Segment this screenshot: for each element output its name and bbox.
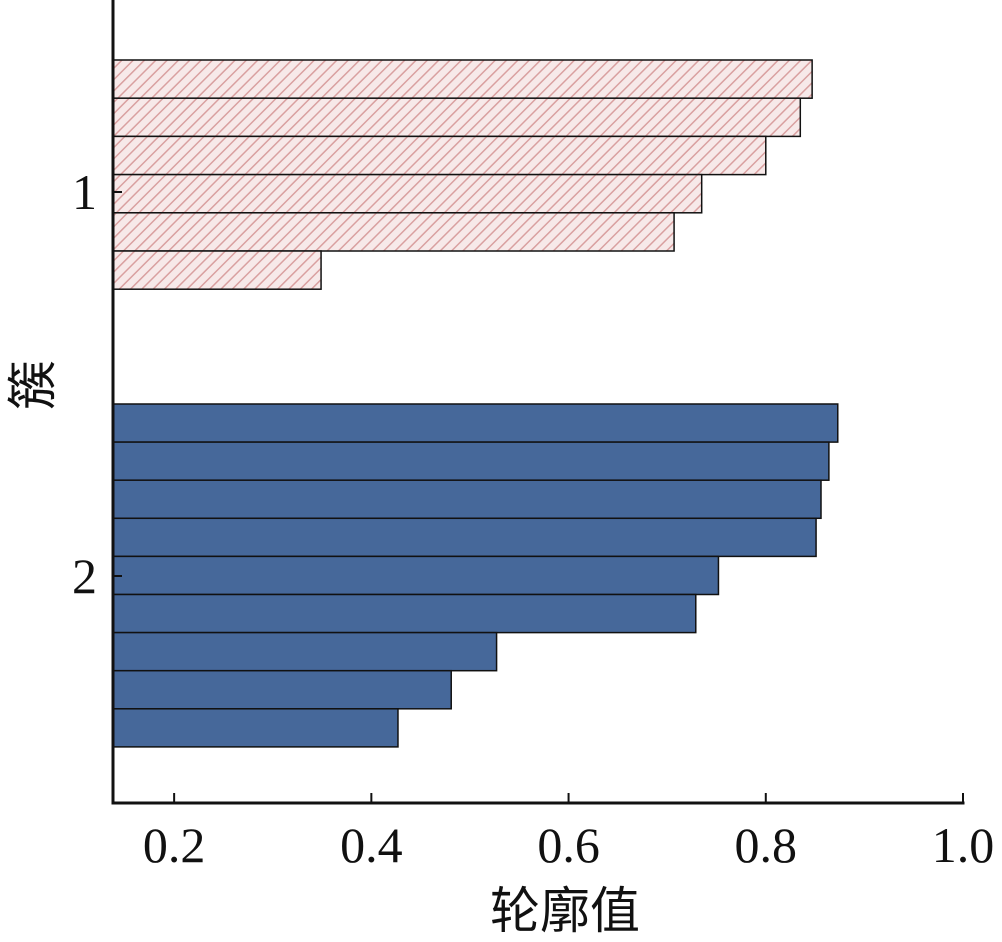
x-tick-label: 0.6 <box>537 817 600 873</box>
x-tick-label: 0.8 <box>735 817 798 873</box>
bar <box>112 250 322 290</box>
bar <box>112 441 830 481</box>
x-tick-label: 0.2 <box>143 817 206 873</box>
bar <box>112 403 839 443</box>
bar <box>112 593 697 634</box>
bar <box>112 669 452 710</box>
bar <box>112 479 822 520</box>
bar <box>112 59 813 99</box>
x-tick-label: 0.4 <box>340 817 403 873</box>
bar <box>112 97 802 138</box>
bar <box>112 631 498 672</box>
y-tick-label: 1 <box>72 164 97 220</box>
bar <box>112 555 720 596</box>
x-tick-label: 1.0 <box>932 817 995 873</box>
y-axis-label: 簇 <box>5 360 61 410</box>
bar <box>112 708 399 748</box>
bar <box>112 212 675 252</box>
x-axis-label: 轮廓值 <box>490 883 640 939</box>
y-tick-label: 2 <box>72 548 97 604</box>
bar <box>112 517 817 558</box>
bar <box>112 173 703 214</box>
bar <box>112 135 767 176</box>
